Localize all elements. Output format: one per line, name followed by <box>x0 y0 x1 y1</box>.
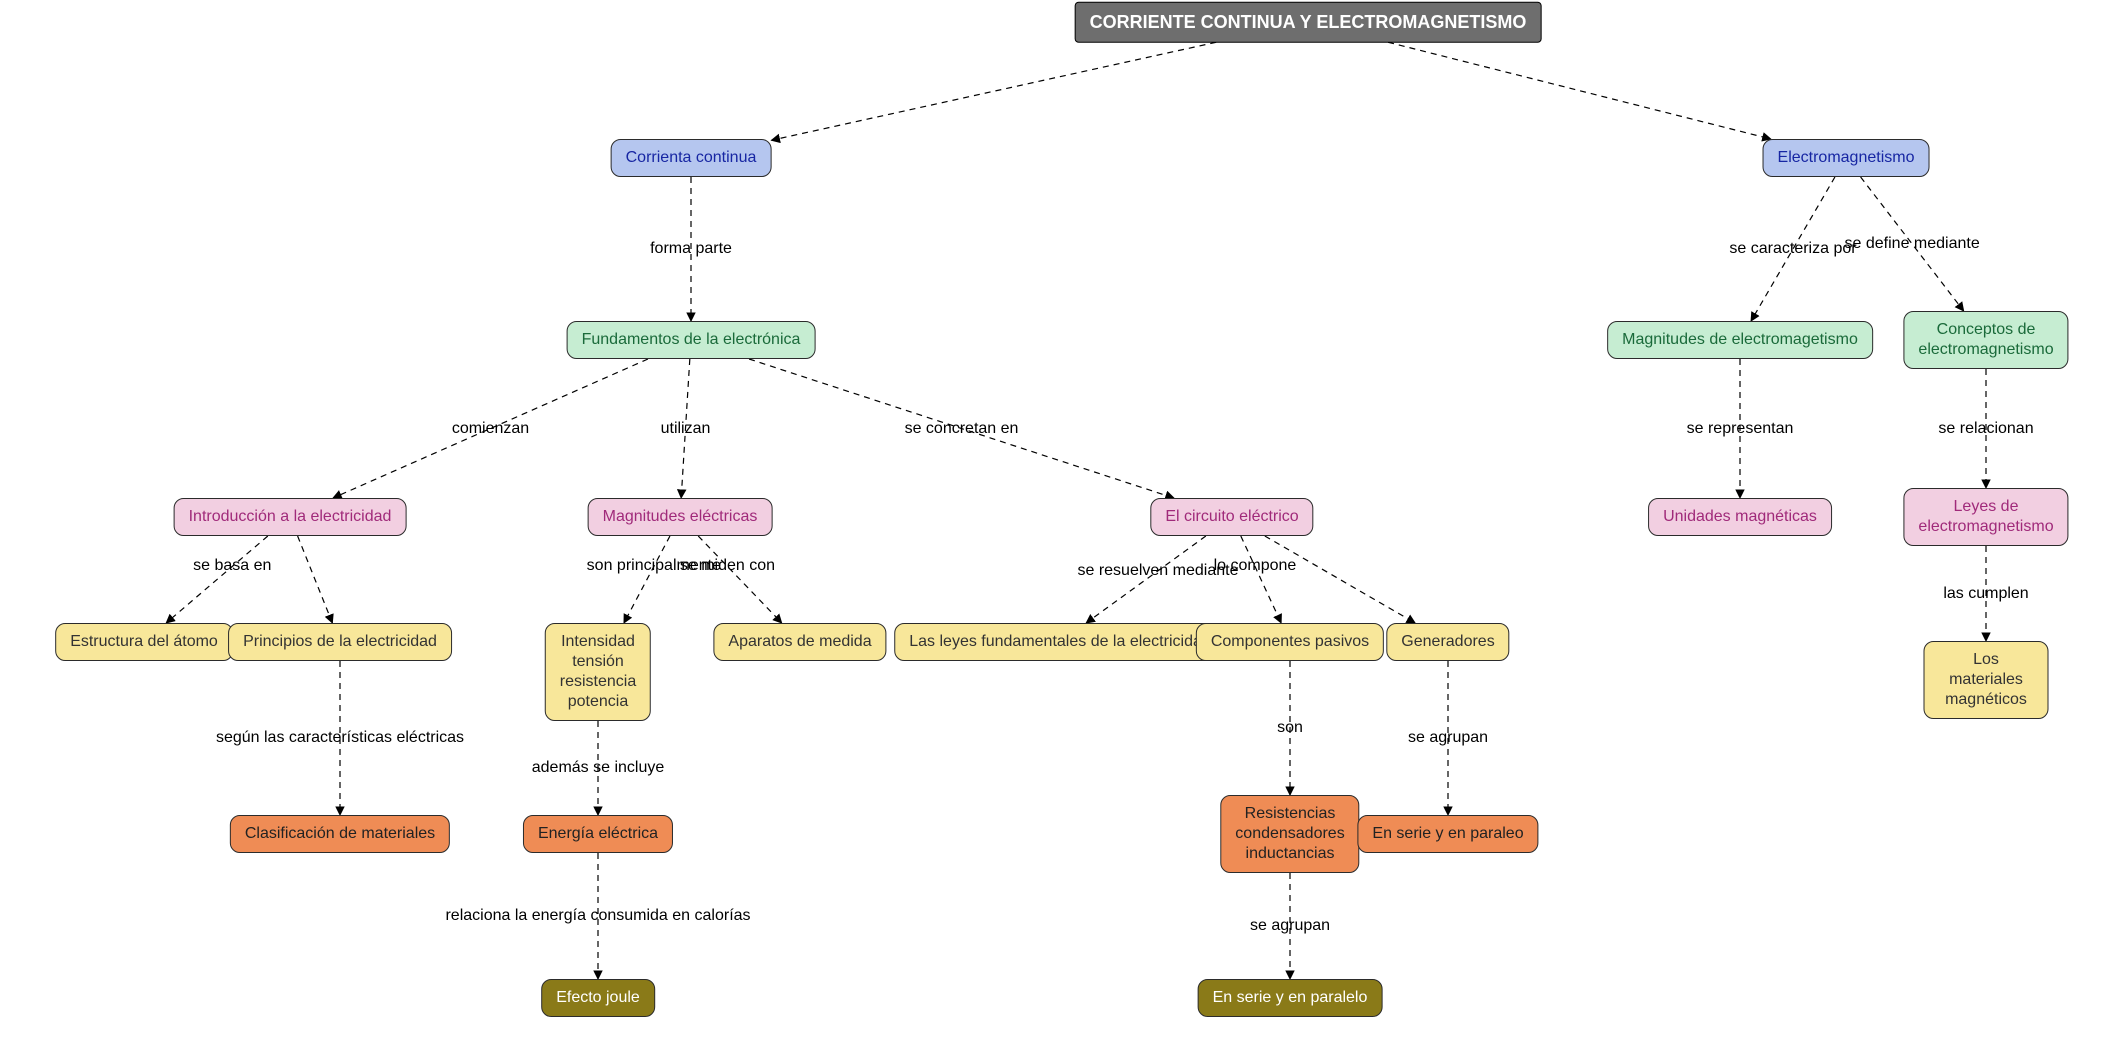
edge-label-corr-fund: forma parte <box>646 240 736 258</box>
node-serpar: En serie y en paralelo <box>1198 979 1383 1017</box>
edge-label-magEM-unid: se representan <box>1683 420 1798 438</box>
edge-label-princ-clas: según las características eléctricas <box>212 729 468 747</box>
node-ener: Energía eléctrica <box>523 815 673 853</box>
node-atomo: Estructura del átomo <box>55 623 233 661</box>
edge-label-magEl-apar: se miden con <box>676 557 779 575</box>
edge-label-comp-rci: son <box>1273 719 1307 737</box>
node-itrp: Intensidad tensión resistencia potencia <box>545 623 651 721</box>
node-apar: Aparatos de medida <box>713 623 886 661</box>
edge-label-fund-intro: comienzan <box>448 420 533 438</box>
edge-magEl-itrp <box>624 536 670 623</box>
edge-label-intro-atomo: se basa en <box>189 557 275 575</box>
node-princ: Principios de la electricidad <box>228 623 452 661</box>
edge-label-leyes-matmag: las cumplen <box>1939 585 2032 603</box>
node-root: CORRIENTE CONTINUA Y ELECTROMAGNETISMO <box>1075 2 1542 43</box>
edge-label-rci-serpar: se agrupan <box>1246 917 1334 935</box>
node-elec: Electromagnetismo <box>1763 139 1930 177</box>
edge-intro-atomo <box>166 536 268 623</box>
node-circ: El circuito eléctrico <box>1150 498 1313 536</box>
edge-label-itrp-ener: además se incluye <box>528 759 669 777</box>
edge-circ-comp <box>1241 536 1281 623</box>
edge-root-corr <box>771 42 1216 140</box>
edge-intro-princ <box>298 536 333 623</box>
edge-label-elec-conEM: se define mediante <box>1841 235 1984 253</box>
edge-circ-gen <box>1265 536 1415 623</box>
node-comp: Componentes pasivos <box>1196 623 1384 661</box>
node-clas: Clasificación de materiales <box>230 815 450 853</box>
node-leyes: Leyes de electromagnetismo <box>1903 488 2068 546</box>
edge-label-circ-comp: lo compone <box>1210 557 1301 575</box>
node-fund: Fundamentos de la electrónica <box>567 321 816 359</box>
node-matmag: Los materiales magnéticos <box>1924 641 2049 719</box>
node-corr: Corrienta continua <box>611 139 772 177</box>
node-magEM: Magnitudes de electromagetismo <box>1607 321 1873 359</box>
edge-label-fund-circ: se concretan en <box>901 420 1023 438</box>
diagram-stage: CORRIENTE CONTINUA Y ELECTROMAGNETISMO Co… <box>0 0 2111 1058</box>
node-rci: Resistencias condensadores inductancias <box>1220 795 1359 873</box>
node-unid: Unidades magnéticas <box>1648 498 1832 536</box>
node-gensp: En serie y en paraleo <box>1357 815 1538 853</box>
edge-label-fund-magEl: utilizan <box>657 420 715 438</box>
node-leyfund: Las leyes fundamentales de la electricid… <box>894 623 1226 661</box>
edge-label-ener-joule: relaciona la energía consumida en calorí… <box>441 907 754 925</box>
node-joule: Efecto joule <box>541 979 655 1017</box>
edge-label-gen-gensp: se agrupan <box>1404 729 1492 747</box>
node-magEl: Magnitudes eléctricas <box>588 498 773 536</box>
node-conEM: Conceptos de electromagnetismo <box>1903 311 2068 369</box>
edge-root-elec <box>1388 42 1771 139</box>
edge-magEl-apar <box>698 536 782 623</box>
node-intro: Introducción a la electricidad <box>174 498 407 536</box>
node-gen: Generadores <box>1386 623 1509 661</box>
edge-label-conEM-leyes: se relacionan <box>1934 420 2037 438</box>
